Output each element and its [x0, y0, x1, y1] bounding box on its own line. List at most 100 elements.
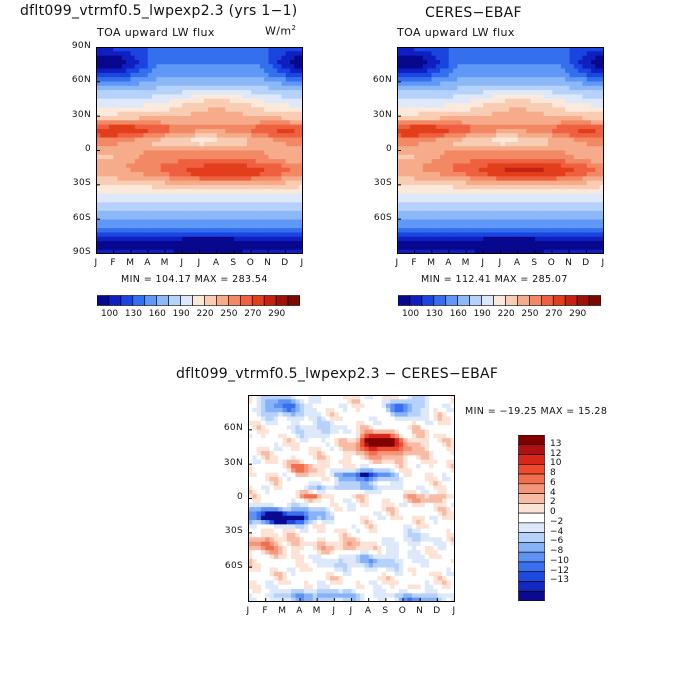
heatmap-cell [470, 116, 476, 121]
heatmap-cell [586, 77, 592, 83]
heatmap-cell [221, 111, 226, 117]
heatmap-cell [212, 77, 218, 83]
heatmap-cell [569, 98, 575, 104]
heatmap-cell [147, 51, 153, 57]
heatmap-cell [255, 215, 261, 221]
heatmap-cell [478, 159, 484, 165]
heatmap-cell [440, 228, 446, 234]
heatmap-cell [342, 395, 348, 400]
heatmap-cell [535, 172, 540, 177]
heatmap-cell [255, 154, 261, 160]
heatmap-cell [442, 407, 447, 413]
heatmap-cell [229, 128, 235, 134]
heatmap-cell [582, 197, 588, 203]
heatmap-cell [491, 137, 497, 143]
heatmap-cell [169, 90, 175, 96]
heatmap-cell [582, 90, 588, 96]
heatmap-cell [556, 103, 562, 108]
heatmap-cell [169, 206, 175, 212]
heatmap-cell [199, 206, 205, 212]
heatmap-cell [461, 85, 467, 91]
heatmap-cell [251, 98, 257, 104]
heatmap-cell [500, 81, 506, 87]
heatmap-cell [199, 172, 205, 177]
heatmap-cell [281, 146, 287, 152]
heatmap-cell [126, 241, 132, 246]
heatmap-cell [444, 210, 450, 216]
heatmap-cell [543, 128, 549, 134]
heatmap-cell [556, 55, 562, 61]
heatmap-cell [595, 68, 601, 74]
heatmap-cell [522, 103, 527, 108]
heatmap-cell [246, 185, 252, 190]
heatmap-cell [431, 228, 437, 234]
heatmap-cell [401, 47, 407, 52]
heatmap-cell [435, 51, 441, 57]
heatmap-cell [147, 236, 153, 242]
heatmap-cell [522, 77, 527, 83]
heatmap-cell [152, 228, 157, 234]
heatmap-cell [526, 120, 532, 126]
heatmap-cell [504, 55, 510, 61]
heatmap-cell [435, 180, 441, 186]
heatmap-cell [298, 249, 303, 254]
heatmap-cell [483, 249, 489, 254]
heatmap-cell [255, 47, 261, 52]
heatmap-cell [535, 219, 540, 225]
heatmap-cell [295, 399, 301, 405]
heatmap-cell [530, 120, 536, 126]
heatmap-cell [199, 51, 205, 57]
heatmap-cell [130, 197, 136, 203]
heatmap-cell [285, 150, 291, 156]
heatmap-cell [108, 85, 114, 91]
heatmap-cell [156, 249, 162, 254]
heatmap-cell [113, 141, 119, 147]
heatmap-cell [104, 51, 110, 57]
heatmap-cell [565, 189, 571, 195]
heatmap-cell [522, 64, 527, 70]
heatmap-cell [130, 51, 136, 57]
heatmap-cell [444, 202, 450, 208]
heatmap-cell [543, 133, 549, 139]
heatmap-cell [431, 245, 437, 251]
heatmap-cell [291, 395, 297, 400]
heatmap-cell [238, 85, 244, 91]
heatmap-cell [152, 180, 157, 186]
heatmap-cell [530, 167, 536, 173]
heatmap-cell [422, 154, 428, 160]
heatmap-cell [573, 236, 579, 242]
heatmap-cell [565, 249, 571, 254]
heatmap-cell [186, 141, 192, 147]
heatmap-cell [453, 176, 458, 182]
heatmap-cell [530, 241, 536, 246]
heatmap-cell [405, 202, 411, 208]
heatmap-cell [446, 412, 452, 418]
heatmap-cell [414, 51, 420, 57]
heatmap-cell [461, 210, 467, 216]
heatmap-cell [251, 47, 257, 52]
heatmap-cell [225, 232, 231, 238]
heatmap-cell [251, 249, 257, 254]
heatmap-cell [216, 107, 222, 113]
heatmap-cell [238, 146, 244, 152]
heatmap-cell [427, 202, 433, 208]
heatmap-cell [216, 90, 222, 96]
heatmap-cell [517, 223, 523, 229]
heatmap-cell [212, 141, 218, 147]
heatmap-cell [126, 185, 132, 190]
heatmap-cell [255, 107, 261, 113]
heatmap-cell [104, 94, 110, 100]
heatmap-cell [427, 228, 433, 234]
heatmap-cell [595, 159, 601, 165]
heatmap-cell [143, 111, 149, 117]
heatmap-cell [277, 241, 283, 246]
heatmap-cell [500, 150, 506, 156]
heatmap-cell [229, 202, 235, 208]
heatmap-cell [427, 236, 433, 242]
heatmap-cell [556, 124, 562, 130]
heatmap-cell [277, 159, 283, 165]
heatmap-cell [272, 128, 278, 134]
heatmap-cell [285, 107, 291, 113]
heatmap-cell [569, 107, 575, 113]
heatmap-cell [416, 395, 422, 400]
